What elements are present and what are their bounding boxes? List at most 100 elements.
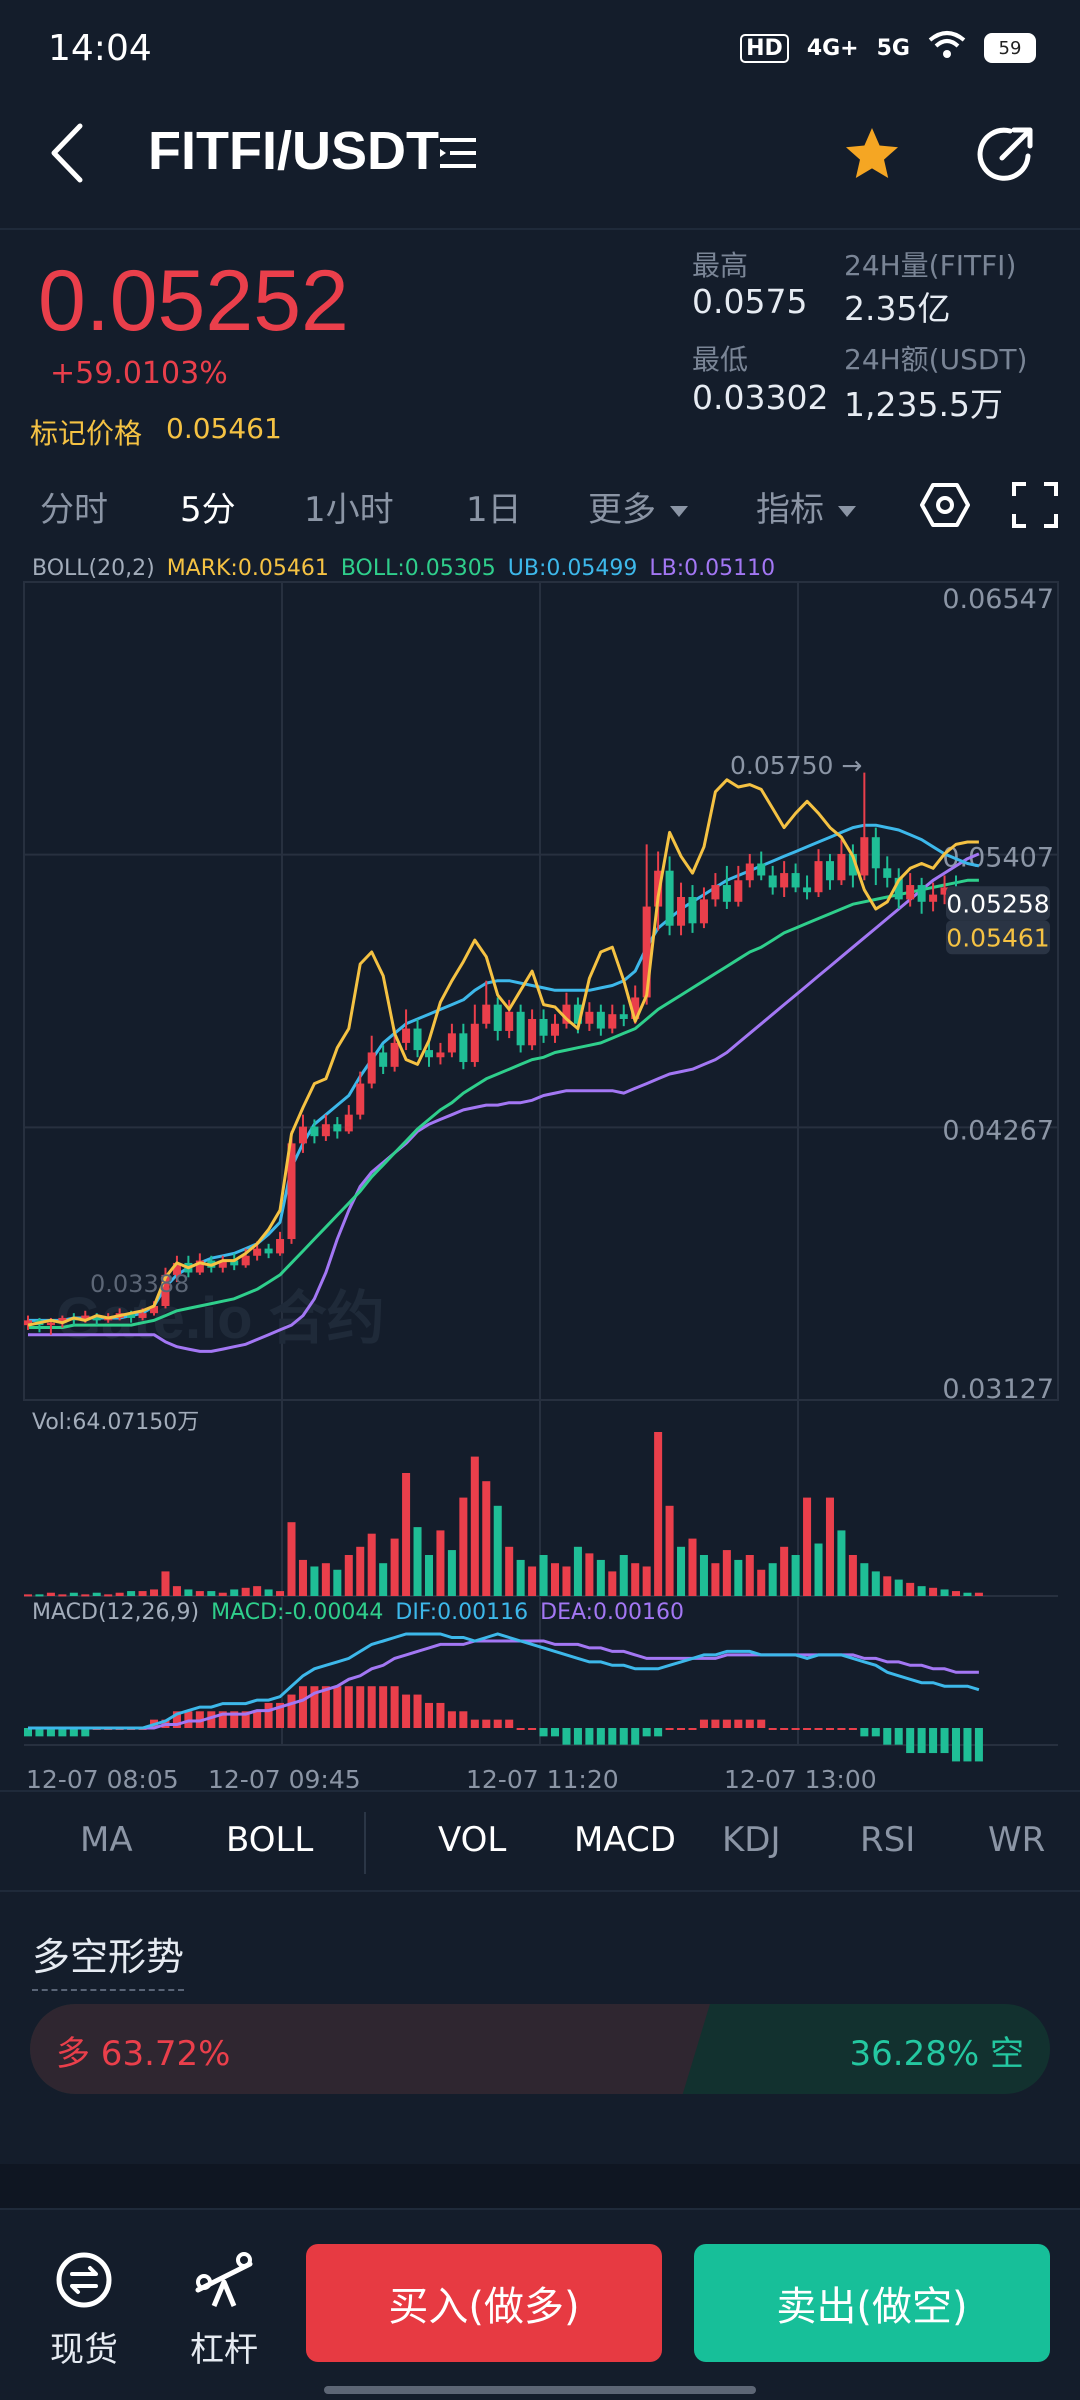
dropdown-icon: [670, 506, 688, 517]
macd-histogram-bar: [631, 1728, 640, 1745]
boll-lb-legend: LB:0.05110: [649, 556, 776, 581]
macd-histogram-bar: [573, 1728, 582, 1745]
candle-body: [493, 1004, 502, 1031]
candle-body: [848, 853, 857, 876]
candle-body: [573, 1004, 582, 1024]
macd-histogram-bar: [871, 1728, 880, 1737]
volume-bar: [207, 1591, 216, 1596]
macd-histogram-bar: [642, 1728, 651, 1737]
volume-bar: [287, 1522, 296, 1596]
tab-more[interactable]: 更多: [588, 482, 688, 531]
tab-rsi[interactable]: RSI: [860, 1820, 916, 1860]
pair-title[interactable]: FITFI/USDT: [148, 121, 439, 181]
macd-histogram-bar: [482, 1719, 491, 1728]
candle-body: [46, 1322, 55, 1326]
tab-wr[interactable]: WR: [988, 1820, 1046, 1860]
candle-body: [837, 853, 846, 881]
dif-value: DIF:0.00116: [395, 1600, 529, 1625]
candle-body: [883, 868, 892, 878]
candle-body: [58, 1317, 67, 1323]
candle-body: [894, 877, 903, 900]
spot-button[interactable]: 现货: [34, 2250, 134, 2371]
volume-bar: [69, 1592, 78, 1596]
sell-short-button[interactable]: 卖出(做空): [694, 2244, 1050, 2362]
leverage-button[interactable]: 杠杆: [174, 2250, 274, 2371]
lever-icon: [195, 2252, 253, 2307]
pair-menu-icon[interactable]: [440, 136, 476, 170]
chart-settings-button[interactable]: [920, 480, 970, 534]
candle-body: [195, 1260, 204, 1273]
more-label: 更多: [588, 490, 656, 530]
volume-bar: [837, 1530, 846, 1596]
candle-body: [230, 1260, 239, 1266]
volume-24h-label: 24H量(FITFI): [844, 249, 1017, 282]
status-bar: 14:04 HD 4G+ 5G 59: [0, 0, 1080, 100]
volume-bar: [906, 1582, 915, 1596]
status-time: 14:04: [48, 28, 152, 69]
divider: [0, 2208, 1080, 2210]
kline-chart[interactable]: Gate.io 合约0.065470.054070.042670.031270.…: [0, 580, 1080, 1790]
macd-histogram-bar: [688, 1728, 697, 1730]
candle-body: [791, 873, 800, 888]
divider: [0, 1790, 1080, 1792]
volume-bar: [344, 1555, 353, 1596]
tab-boll[interactable]: BOLL: [226, 1820, 314, 1860]
last-price: 0.05252: [38, 253, 349, 349]
tab-vol[interactable]: VOL: [438, 1820, 507, 1860]
candle-body: [402, 1028, 411, 1043]
macd-histogram-bar: [58, 1728, 67, 1737]
candle-body: [218, 1260, 227, 1268]
volume-bar: [654, 1432, 663, 1596]
candle-body: [780, 873, 789, 888]
macd-histogram-bar: [837, 1728, 846, 1730]
candle-body: [23, 1320, 33, 1326]
candle-body: [688, 897, 697, 924]
y-axis-label: 0.03127: [942, 1374, 1054, 1405]
tab-ma[interactable]: MA: [80, 1820, 133, 1860]
volume-bar: [402, 1473, 411, 1596]
candle-body: [699, 899, 708, 924]
favorite-button[interactable]: [842, 124, 902, 184]
macd-histogram-bar: [390, 1686, 399, 1728]
y-axis-label: 0.06547: [942, 584, 1054, 615]
volume-bar: [940, 1589, 949, 1596]
volume-bar: [447, 1550, 456, 1596]
fullscreen-button[interactable]: [1012, 482, 1058, 532]
tab-kdj[interactable]: KDJ: [722, 1820, 781, 1860]
volume-bar: [81, 1594, 90, 1597]
tab-macd[interactable]: MACD: [574, 1820, 676, 1860]
volume-bar: [436, 1530, 445, 1596]
tab-5min[interactable]: 5分: [180, 490, 236, 530]
indicators-label: 指标: [756, 490, 824, 530]
macd-histogram-bar: [81, 1728, 90, 1737]
tab-1day[interactable]: 1日: [466, 490, 522, 530]
volume-bar: [699, 1555, 708, 1596]
volume-bar: [195, 1591, 204, 1596]
tab-1hour[interactable]: 1小时: [304, 490, 394, 530]
back-button[interactable]: [40, 118, 100, 188]
buy-long-button[interactable]: 买入(做多): [306, 2244, 662, 2362]
volume-bar: [104, 1594, 113, 1597]
volume-bar: [138, 1591, 147, 1596]
macd-histogram-bar: [424, 1702, 433, 1728]
long-short-title[interactable]: 多空形势: [32, 1926, 185, 1991]
macd-histogram-bar: [894, 1728, 903, 1745]
x-axis-label: 12-07 11:20: [466, 1765, 619, 1790]
high-value: 0.0575: [692, 282, 808, 321]
tab-indicators[interactable]: 指标: [756, 482, 856, 531]
volume-bar: [768, 1563, 777, 1596]
candle-body: [551, 1023, 560, 1036]
macd-histogram-bar: [699, 1719, 708, 1728]
volume-bar: [367, 1533, 376, 1596]
volume-bar: [562, 1566, 571, 1596]
macd-histogram-bar: [562, 1728, 571, 1745]
volume-legend: Vol:64.07150万: [32, 1410, 200, 1435]
macd-histogram-bar: [218, 1711, 227, 1728]
tab-timeline[interactable]: 分时: [40, 490, 108, 530]
volume-bar: [688, 1538, 697, 1596]
share-button[interactable]: [974, 122, 1038, 186]
volume-bar: [264, 1589, 273, 1596]
amount-24h-label: 24H额(USDT): [844, 343, 1028, 376]
candle-body: [264, 1248, 273, 1254]
macd-histogram-bar: [665, 1728, 674, 1730]
